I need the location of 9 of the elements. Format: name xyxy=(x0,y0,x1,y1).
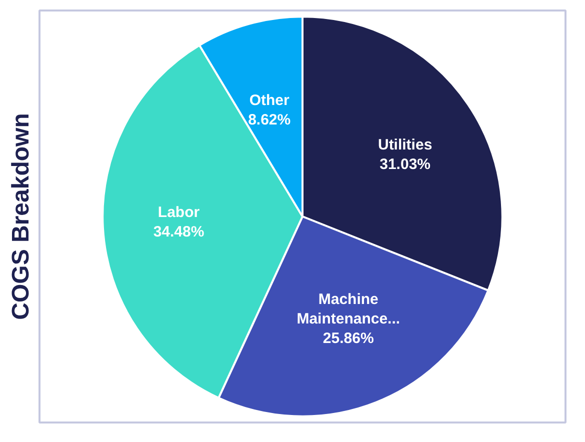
data-label: 31.03% xyxy=(380,156,431,173)
data-label: 8.62% xyxy=(248,111,291,128)
slice-label: Machine Maintenance... xyxy=(296,290,400,328)
data-label: 25.86% xyxy=(322,330,374,348)
slice-label: Utilities xyxy=(378,136,432,154)
data-label: 34.48% xyxy=(153,224,204,241)
slice-label: Labor xyxy=(158,204,200,222)
slice-label: Other xyxy=(249,92,290,109)
text: COGS Breakdown xyxy=(8,113,34,320)
